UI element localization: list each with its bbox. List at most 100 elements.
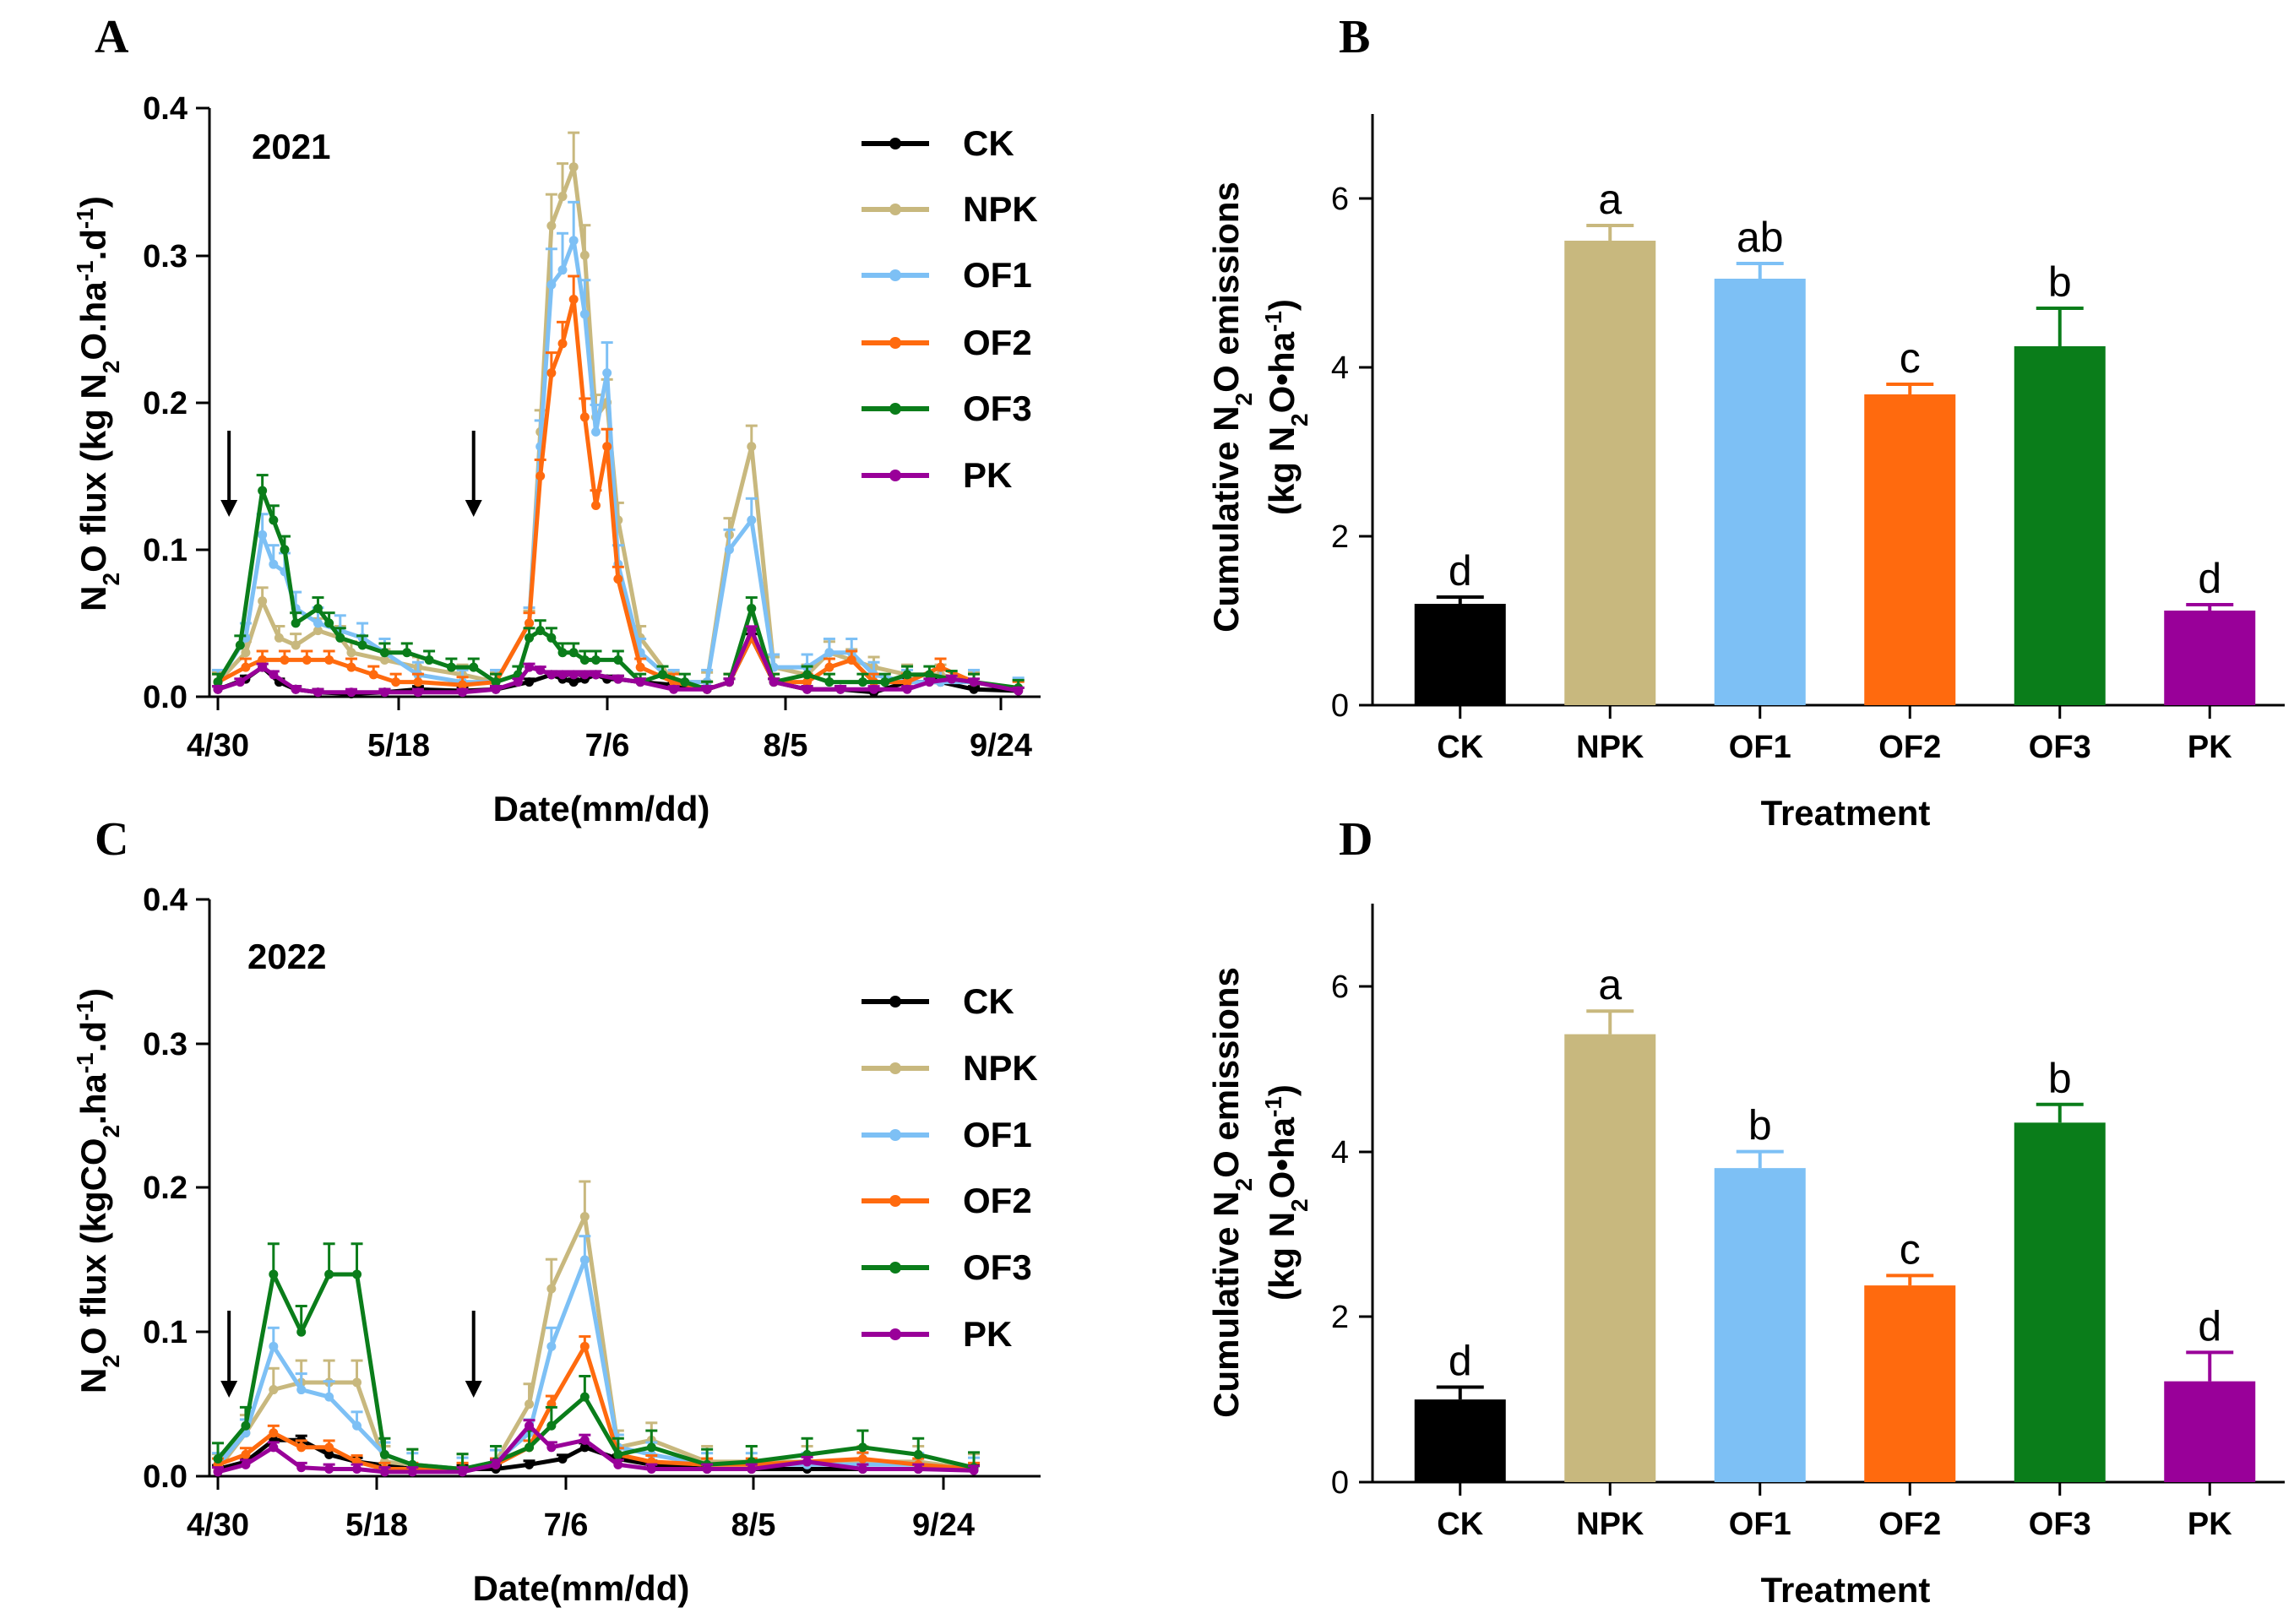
data-point-of3	[747, 603, 757, 613]
legend-item-of2: OF2	[862, 1181, 1032, 1220]
data-point-of2	[368, 670, 378, 680]
data-point-of1	[546, 1341, 557, 1351]
data-point-of1	[269, 1341, 279, 1351]
panel-d-x-tick-label-npk: NPK	[1576, 1507, 1644, 1542]
data-point-ck	[969, 684, 979, 694]
data-point-pk	[747, 626, 757, 636]
panel-a-y-tick-label: 0.4	[143, 91, 188, 127]
data-point-of1	[557, 265, 568, 275]
series-npk	[212, 131, 1025, 694]
data-point-of3	[324, 1269, 334, 1279]
data-point-npk	[274, 633, 284, 643]
data-point-of3	[579, 654, 590, 665]
data-point-of1	[269, 559, 279, 569]
data-point-of3	[235, 640, 245, 650]
data-point-of3	[579, 1392, 590, 1402]
data-point-npk	[379, 654, 389, 665]
data-point-pk	[346, 687, 356, 698]
data-point-of2	[280, 654, 290, 665]
data-point-of3	[241, 1420, 251, 1431]
panel-c-y-tick-label: 0.0	[143, 1459, 188, 1495]
data-point-npk	[346, 648, 356, 658]
legend-item-npk: NPK	[862, 189, 1038, 229]
panel-c-x-tick-label: 8/5	[731, 1507, 776, 1543]
fertilization-arrow	[465, 431, 482, 517]
data-point-of1	[324, 1392, 334, 1402]
svg-text:OF2: OF2	[963, 1181, 1032, 1220]
data-point-of1	[352, 1420, 362, 1431]
panel-c-y-tick-label: 0.3	[143, 1027, 188, 1062]
data-point-of3	[379, 1449, 389, 1459]
data-point-of2	[824, 662, 834, 672]
data-point-pk	[724, 677, 734, 687]
panel-b-x-axis-title: Treatment	[1761, 793, 1931, 833]
panel-b-y-tick-label: 2	[1331, 519, 1349, 555]
panel-a-year-label: 2021	[252, 127, 330, 166]
panel-a-legend: CK NPK OF1 OF2 OF3 PK	[862, 123, 1038, 495]
data-point-pk	[291, 684, 301, 694]
panel-b-bar-chart: 0 2 4 6 d CK a NPK ab OF1 c OF2 b OF3 d PK Treatmen…	[1206, 114, 2285, 833]
data-point-of2	[258, 654, 268, 665]
data-point-of2	[568, 295, 579, 305]
data-point-of3	[613, 654, 623, 665]
series-line-ck	[217, 1437, 974, 1471]
panel-a-x-tick-label: 9/24	[970, 728, 1032, 763]
data-point-of1	[296, 1385, 307, 1395]
svg-text:PK: PK	[963, 455, 1012, 495]
data-point-of1	[824, 648, 834, 658]
data-point-of2	[613, 574, 623, 584]
data-point-of2	[546, 368, 557, 378]
significance-letter-of1: ab	[1737, 214, 1784, 261]
data-point-npk	[269, 1385, 279, 1395]
data-point-of3	[280, 545, 290, 555]
bar-of3	[2014, 1122, 2106, 1482]
series-line-of1	[215, 238, 1019, 692]
data-point-of3	[613, 1449, 623, 1459]
panel-d-y-ticks: 0 2 4 6	[1331, 970, 1373, 1501]
data-point-of3	[352, 1269, 362, 1279]
data-point-of2	[324, 654, 334, 665]
panel-a-x-axis-title: Date(mm/dd)	[493, 789, 710, 828]
series-pk	[212, 625, 1025, 698]
data-point-of3	[557, 648, 568, 658]
significance-letter-npk: a	[1598, 961, 1622, 1008]
data-point-npk	[579, 250, 590, 260]
svg-text:OF1: OF1	[963, 255, 1032, 295]
data-point-of3	[924, 670, 934, 680]
data-point-npk	[568, 162, 579, 172]
data-point-npk	[557, 192, 568, 202]
panel-b-y-tick-label: 0	[1331, 688, 1349, 724]
arrow-head	[220, 500, 238, 517]
data-point-of3	[525, 633, 535, 643]
data-point-pk	[413, 687, 423, 698]
data-point-ck	[568, 677, 579, 687]
data-point-pk	[269, 1442, 279, 1453]
data-point-pk	[702, 1464, 712, 1474]
bar-npk	[1564, 1034, 1656, 1482]
panel-c-legend: CK NPK OF1 OF2 OF3 PK	[862, 981, 1038, 1354]
panel-letter-d: D	[1339, 813, 1373, 866]
svg-text:OF2: OF2	[963, 323, 1032, 362]
data-point-of2	[902, 677, 912, 687]
data-point-of3	[258, 486, 268, 496]
panel-a-y-tick-label: 0.2	[143, 386, 188, 421]
data-point-of1	[313, 618, 323, 628]
panel-a-y-tick-label: 0.3	[143, 239, 188, 274]
panel-c-year-label: 2022	[247, 937, 326, 976]
panel-b-x-tick-label-of2: OF2	[1878, 730, 1941, 765]
data-point-pk	[769, 677, 779, 687]
data-point-pk	[702, 684, 712, 694]
significance-letter-pk: d	[2198, 555, 2221, 602]
data-point-pk	[857, 1464, 867, 1474]
data-point-of2	[857, 1454, 867, 1464]
data-point-of3	[857, 1442, 867, 1453]
data-point-pk	[747, 1464, 757, 1474]
significance-letter-ck: d	[1449, 1337, 1472, 1384]
data-point-of2	[413, 677, 423, 687]
data-point-of2	[391, 677, 401, 687]
data-point-pk	[635, 677, 645, 687]
panel-c-x-tick-label: 5/18	[345, 1507, 408, 1543]
svg-text:CK: CK	[963, 981, 1014, 1021]
legend-item-of1: OF1	[862, 255, 1032, 295]
arrow-head	[465, 500, 482, 517]
